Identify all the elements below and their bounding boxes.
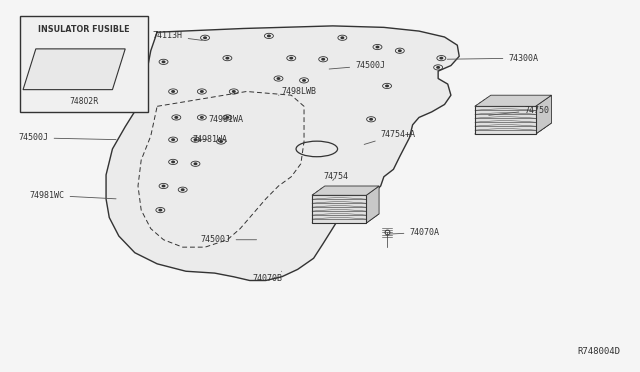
Circle shape bbox=[159, 209, 162, 211]
Bar bbox=[20, 16, 148, 112]
Polygon shape bbox=[312, 186, 379, 195]
Circle shape bbox=[226, 57, 228, 59]
Circle shape bbox=[163, 61, 165, 62]
Text: INSULATOR FUSIBLE: INSULATOR FUSIBLE bbox=[38, 25, 129, 34]
Polygon shape bbox=[475, 95, 552, 106]
Circle shape bbox=[226, 117, 228, 118]
Circle shape bbox=[341, 37, 344, 38]
Circle shape bbox=[399, 50, 401, 51]
Text: 74981WA: 74981WA bbox=[192, 135, 227, 144]
Text: 74802R: 74802R bbox=[69, 97, 99, 106]
Circle shape bbox=[376, 46, 379, 48]
Circle shape bbox=[322, 58, 324, 60]
Text: 74754: 74754 bbox=[323, 172, 348, 181]
Polygon shape bbox=[312, 195, 366, 223]
Circle shape bbox=[277, 78, 280, 79]
Text: 74754+A: 74754+A bbox=[364, 129, 415, 144]
Circle shape bbox=[290, 57, 292, 59]
Circle shape bbox=[200, 91, 203, 92]
Circle shape bbox=[200, 117, 203, 118]
Circle shape bbox=[194, 139, 196, 140]
Text: 74981WC: 74981WC bbox=[29, 191, 116, 200]
Text: 74300A: 74300A bbox=[447, 54, 538, 62]
Circle shape bbox=[440, 57, 443, 59]
Polygon shape bbox=[106, 26, 460, 280]
Circle shape bbox=[303, 80, 305, 81]
Circle shape bbox=[204, 37, 206, 38]
Circle shape bbox=[437, 67, 440, 68]
Polygon shape bbox=[475, 123, 552, 134]
Circle shape bbox=[220, 141, 222, 142]
Circle shape bbox=[163, 185, 165, 187]
Text: 74750: 74750 bbox=[489, 106, 549, 115]
Circle shape bbox=[175, 117, 177, 118]
Polygon shape bbox=[23, 49, 125, 90]
Circle shape bbox=[232, 91, 235, 92]
Text: 74500J: 74500J bbox=[19, 133, 116, 142]
Text: 74113H: 74113H bbox=[153, 31, 202, 41]
Text: 74500J: 74500J bbox=[200, 235, 257, 244]
Polygon shape bbox=[366, 186, 379, 223]
Circle shape bbox=[386, 85, 388, 87]
Circle shape bbox=[172, 139, 174, 140]
Circle shape bbox=[181, 189, 184, 190]
Text: 74070A: 74070A bbox=[390, 228, 440, 237]
Text: 7498LWB: 7498LWB bbox=[278, 87, 317, 96]
Polygon shape bbox=[536, 95, 552, 134]
Circle shape bbox=[370, 119, 372, 120]
Text: 74981WA: 74981WA bbox=[202, 115, 243, 124]
Circle shape bbox=[172, 161, 174, 163]
Circle shape bbox=[268, 35, 270, 37]
Text: 74500J: 74500J bbox=[329, 61, 385, 70]
Text: 74070B: 74070B bbox=[253, 271, 283, 283]
Text: R748004D: R748004D bbox=[577, 347, 620, 356]
Circle shape bbox=[194, 163, 196, 164]
Circle shape bbox=[172, 91, 174, 92]
Polygon shape bbox=[312, 214, 379, 223]
Polygon shape bbox=[475, 106, 536, 134]
